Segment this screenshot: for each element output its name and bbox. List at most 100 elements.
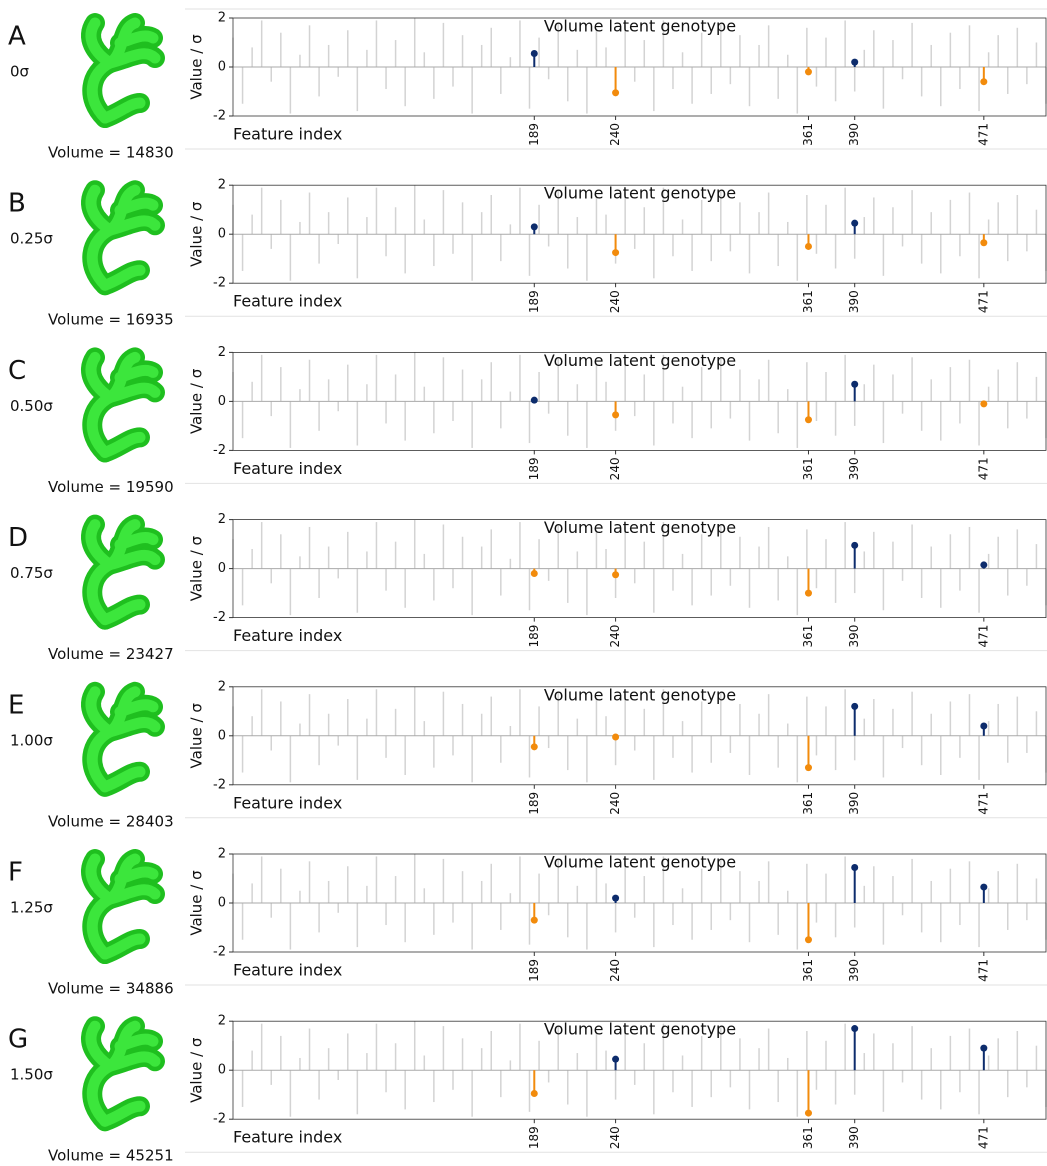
shift-label: 0.50σ (10, 397, 53, 415)
shape-highlight (85, 853, 116, 905)
stem-marker (530, 1089, 538, 1097)
x-tick-label: 390 (847, 1126, 861, 1149)
chart-title: Volume latent genotype (544, 853, 736, 872)
volume-label: Volume = 28403 (48, 812, 174, 830)
x-axis-label: Feature index (233, 793, 342, 812)
shape-render (81, 849, 165, 964)
x-axis-label: Feature index (233, 1128, 342, 1147)
y-tick-label: 2 (218, 679, 226, 694)
x-tick-label: 361 (801, 1126, 815, 1149)
y-axis-label: Value / σ (188, 703, 206, 769)
chart-title: Volume latent genotype (544, 1020, 736, 1039)
y-tick-label: -2 (213, 109, 226, 124)
x-tick-label: 189 (527, 290, 541, 313)
stem-marker (612, 249, 620, 257)
y-tick-label: -2 (213, 1112, 226, 1127)
shape-highlight (85, 184, 116, 236)
y-tick-label: 2 (218, 1014, 226, 1029)
stem-marker (530, 743, 538, 751)
shape-highlight (99, 431, 146, 458)
y-axis-label: Value / σ (188, 535, 206, 601)
panel-letter: E (8, 690, 24, 720)
stem-marker (851, 219, 859, 227)
chart-title: Volume latent genotype (544, 518, 736, 537)
stem-marker (851, 58, 859, 66)
stem-marker (804, 1109, 812, 1117)
x-tick-label: 471 (976, 290, 990, 313)
y-tick-label: -2 (213, 777, 226, 792)
stem-marker (530, 570, 538, 577)
x-tick-label: 471 (976, 457, 990, 480)
panel-letter: G (8, 1025, 28, 1055)
x-tick-label: 189 (527, 123, 541, 146)
x-tick-label: 390 (847, 959, 861, 982)
volume-label: Volume = 19590 (48, 478, 174, 496)
x-axis-label: Feature index (233, 961, 342, 980)
stem-marker (980, 1044, 988, 1052)
stem-marker (804, 242, 812, 250)
y-tick-label: -2 (213, 276, 226, 291)
shape-highlight (114, 699, 159, 718)
chart-title: Volume latent genotype (544, 17, 736, 36)
stem-marker (612, 571, 620, 579)
stem-marker (804, 936, 812, 944)
shift-label: 0.75σ (10, 564, 53, 582)
y-tick-label: 2 (218, 178, 226, 193)
y-tick-label: 2 (218, 345, 226, 360)
shape-render (81, 347, 165, 463)
stem-marker (530, 396, 538, 404)
x-tick-label: 361 (801, 457, 815, 480)
shape-highlight (85, 519, 116, 571)
x-axis-label: Feature index (233, 292, 342, 311)
x-tick-label: 471 (976, 1126, 990, 1149)
y-tick-label: 2 (218, 847, 226, 862)
shift-label: 0σ (10, 63, 30, 81)
x-tick-label: 361 (801, 290, 815, 313)
x-tick-label: 240 (608, 457, 622, 480)
y-tick-label: 0 (218, 728, 226, 743)
x-axis-label: Feature index (233, 626, 342, 645)
chart-title: Volume latent genotype (544, 184, 736, 203)
y-tick-label: 0 (218, 896, 226, 911)
volume-label: Volume = 16935 (48, 311, 174, 329)
x-tick-label: 189 (527, 792, 541, 815)
y-axis-label: Value / σ (188, 34, 206, 100)
stem-marker (980, 883, 988, 891)
shape-highlight (114, 197, 159, 216)
shape-render (81, 180, 165, 296)
x-tick-label: 189 (527, 457, 541, 480)
panel-letter: B (8, 189, 26, 219)
x-tick-label: 390 (847, 792, 861, 815)
shape-render (81, 514, 165, 630)
x-tick-label: 361 (801, 959, 815, 982)
stem-marker (980, 78, 988, 86)
stem-marker (804, 764, 812, 772)
volume-label: Volume = 14830 (48, 144, 174, 162)
stem-marker (804, 589, 812, 597)
panel-letter: A (8, 22, 26, 52)
shift-label: 0.25σ (10, 230, 53, 248)
y-axis-label: Value / σ (188, 368, 206, 434)
chart-title: Volume latent genotype (544, 351, 736, 370)
y-tick-label: -2 (213, 610, 226, 625)
shape-highlight (114, 866, 159, 885)
stem-marker (530, 50, 538, 58)
x-axis-label: Feature index (233, 459, 342, 478)
shape-highlight (114, 532, 159, 551)
shape-highlight (85, 351, 116, 403)
stem-marker (980, 722, 988, 730)
shape-highlight (99, 1100, 146, 1127)
shift-label: 1.00σ (10, 731, 53, 749)
stem-marker (851, 541, 859, 549)
x-tick-label: 240 (608, 959, 622, 982)
x-tick-label: 471 (976, 959, 990, 982)
stem-marker (804, 68, 812, 76)
shape-highlight (99, 766, 146, 793)
y-tick-label: 0 (218, 60, 226, 75)
x-tick-label: 240 (608, 792, 622, 815)
stem-marker (980, 400, 988, 408)
panel-letter: C (8, 356, 26, 386)
shape-highlight (99, 933, 146, 960)
x-tick-label: 390 (847, 457, 861, 480)
